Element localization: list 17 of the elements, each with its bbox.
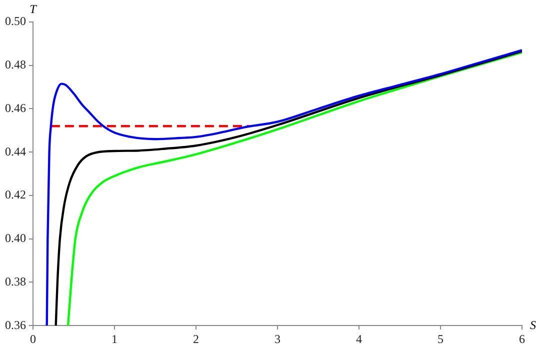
y-tick-label: 0.38: [5, 274, 26, 288]
y-tick-label: 0.48: [5, 58, 26, 72]
y-tick-label: 0.42: [5, 188, 26, 202]
y-axis-title: T: [30, 2, 38, 16]
x-tick-label: 3: [274, 332, 280, 346]
y-tick-label: 0.36: [5, 318, 26, 332]
y-tick-label: 0.50: [5, 14, 26, 28]
x-tick-label: 6: [519, 332, 525, 346]
x-axis-title: S: [530, 318, 536, 332]
x-tick-label: 5: [438, 332, 444, 346]
y-tick-label: 0.46: [5, 100, 26, 115]
x-tick-label: 0: [30, 332, 36, 346]
y-tick-label: 0.40: [5, 231, 26, 246]
x-tick-label: 1: [112, 332, 118, 346]
y-tick-label: 0.44: [5, 144, 26, 158]
x-tick-label: 4: [356, 332, 362, 346]
x-tick-label: 2: [193, 332, 199, 346]
